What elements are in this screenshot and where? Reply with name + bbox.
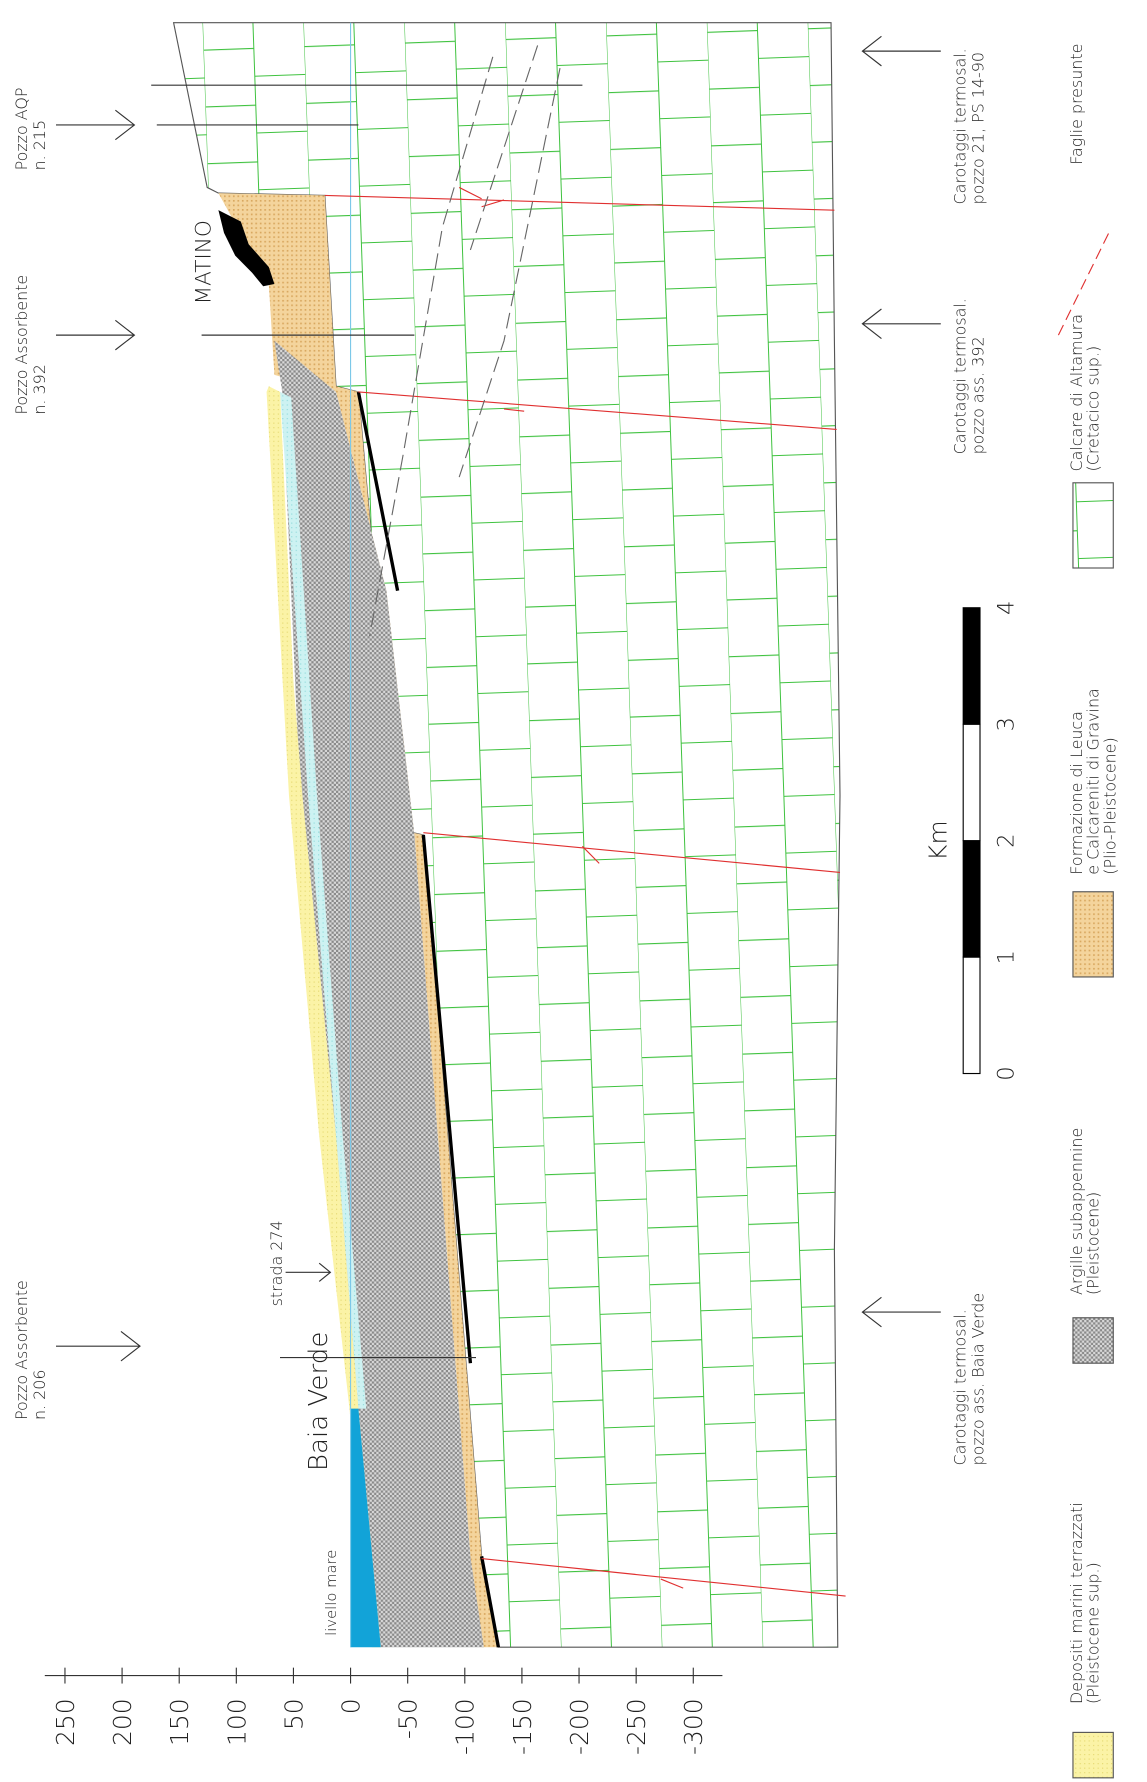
scale-segment: [963, 841, 980, 957]
well-label: Pozzo Assorbente: [12, 1280, 31, 1420]
well-label: Pozzo Assorbente: [12, 275, 31, 415]
axis-tick-label: 0: [337, 1698, 366, 1714]
axis-tick-label: -150: [508, 1698, 537, 1755]
axis-tick-label: -200: [565, 1698, 594, 1755]
legend-label: (Pleistocene sup.): [1084, 1562, 1103, 1704]
legend-label: Faglie presunte: [1067, 44, 1086, 165]
scale-segment: [963, 724, 980, 840]
scale-label: 2: [994, 833, 1020, 847]
scale-label: 3: [994, 717, 1020, 731]
well-label: n. 206: [30, 1369, 49, 1420]
road-label: strada 274: [267, 1220, 286, 1306]
log-label: pozzo 21, PS 14-90: [968, 52, 987, 205]
axis-tick-label: 100: [222, 1698, 251, 1746]
well-label: Pozzo AQP: [12, 88, 31, 171]
axis-tick-label: -300: [679, 1698, 708, 1755]
town-label: MATINO: [192, 220, 217, 304]
axis-tick-label: -100: [451, 1698, 480, 1755]
scale-label: 0: [994, 1066, 1020, 1080]
axis-tick-label: -50: [394, 1698, 423, 1739]
well-label: n. 215: [30, 120, 49, 171]
scale-label: 1: [994, 950, 1020, 964]
log-label: Carotaggi termosal.: [951, 48, 970, 204]
axis-tick-label: 200: [108, 1698, 137, 1746]
legend-label: (Plio-Pleistocene): [1101, 737, 1120, 874]
legend-swatch: [1073, 892, 1113, 977]
legend-label: (Cretacico sup.): [1084, 346, 1103, 472]
scale-segment: [963, 608, 980, 724]
log-label: pozzo ass. 392: [968, 336, 987, 454]
scale-unit: Km: [924, 820, 953, 861]
log-label: pozzo ass. Baia Verde: [968, 1293, 987, 1466]
axis-tick-label: 150: [165, 1698, 194, 1746]
well-label: n. 392: [30, 364, 49, 415]
scale-label: 4: [994, 601, 1020, 615]
log-label: Carotaggi termosal.: [951, 298, 970, 454]
axis-tick-label: 50: [280, 1698, 309, 1730]
scale-segment: [963, 957, 980, 1073]
legend-label: (Pleistocene): [1084, 1192, 1103, 1295]
drawing: 250 200 150 100 50 0 -50 -100 -150 -200 -250 -300 Po…: [12, 23, 1120, 1778]
legend-swatch: [1073, 1318, 1113, 1363]
legend-swatch: [1073, 483, 1113, 568]
legend-swatch: [1073, 1732, 1113, 1777]
log-label: Carotaggi termosal.: [951, 1309, 970, 1465]
sea-level-label: livello mare: [323, 1550, 340, 1636]
axis-tick-label: 250: [51, 1698, 80, 1746]
coast-label: Baia Verde: [304, 1332, 334, 1472]
cross-section: 250 200 150 100 50 0 -50 -100 -150 -200 -250 -300 Po…: [0, 0, 1147, 1782]
axis-tick-label: -250: [622, 1698, 651, 1755]
